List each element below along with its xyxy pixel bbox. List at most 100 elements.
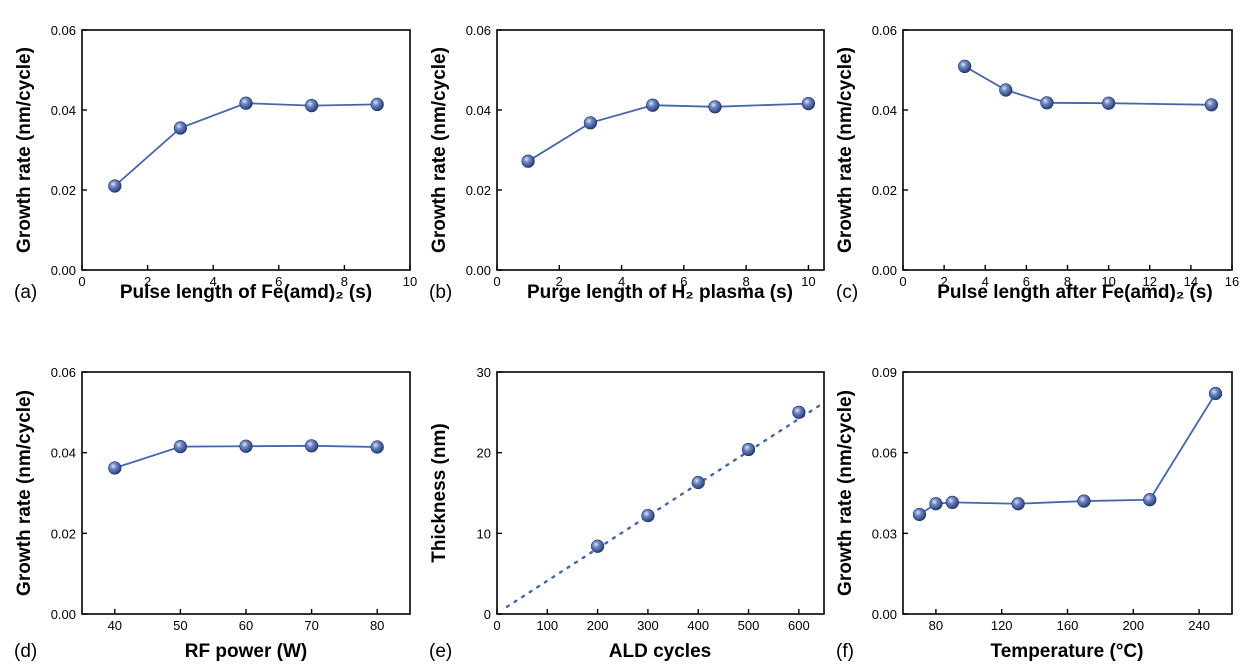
x-tick-label: 16 — [1225, 274, 1239, 289]
y-tick-label: 0.03 — [872, 526, 897, 541]
x-tick-label: 10 — [1101, 274, 1115, 289]
data-point — [945, 495, 959, 510]
x-axis-title: Purge length of H₂ plasma (s) — [527, 282, 793, 303]
data-point — [1040, 96, 1054, 110]
data-point — [1143, 493, 1157, 507]
y-tick-label: 0.06 — [466, 23, 491, 38]
data-point — [646, 98, 660, 112]
y-tick-label: 0.06 — [872, 446, 897, 461]
plot-frame — [902, 29, 1233, 271]
data-point — [173, 440, 187, 454]
data-point — [239, 96, 253, 110]
data-point — [792, 405, 806, 419]
data-point — [801, 96, 816, 111]
y-tick-label: 0.04 — [51, 446, 76, 461]
y-tick-label: 0.04 — [51, 103, 76, 118]
data-point — [305, 439, 319, 453]
y-tick-label: 0.06 — [872, 23, 897, 38]
y-tick-label: 0.06 — [51, 23, 76, 38]
chart-panel: 0 100 200 300 400 500 600 0 10 20 30 ALD cycles Thic… — [429, 365, 826, 662]
x-tick-label: 4 — [618, 274, 625, 289]
x-tick-label: 10 — [801, 274, 815, 289]
plot-frame — [496, 29, 825, 271]
panel-label: (c) — [836, 282, 858, 303]
data-point — [912, 507, 927, 522]
y-tick-label: 10 — [477, 526, 491, 541]
panel-label: (a) — [14, 282, 37, 303]
x-tick-label: 40 — [108, 618, 122, 633]
data-point — [1204, 98, 1219, 112]
data-point — [1208, 386, 1223, 401]
plot-frame — [81, 29, 411, 271]
y-tick-label: 0.04 — [466, 103, 491, 118]
y-axis-title: Growth rate (nm/cycle) — [429, 47, 450, 253]
x-tick-label: 100 — [536, 618, 558, 633]
x-tick-label: 8 — [743, 274, 750, 289]
data-point — [708, 100, 722, 114]
x-tick-label: 8 — [341, 274, 348, 289]
y-axis-title: Growth rate (nm/cycle) — [835, 390, 856, 596]
chart-panel: 40 50 60 70 80 0.00 0.02 0.04 0.06 RF power (W) Gr… — [14, 365, 411, 662]
data-point — [583, 116, 598, 130]
y-tick-label: 0.02 — [51, 526, 76, 541]
panel-label: (e) — [429, 641, 452, 662]
series-line — [114, 102, 378, 187]
y-axis-title: Growth rate (nm/cycle) — [835, 47, 856, 253]
x-tick-label: 4 — [982, 274, 989, 289]
data-point — [958, 59, 972, 74]
y-axis-title: Thickness (nm) — [429, 423, 450, 562]
y-tick-label: 0.06 — [51, 365, 76, 380]
x-tick-label: 120 — [991, 618, 1013, 633]
y-tick-label: 0.00 — [872, 263, 897, 278]
x-tick-label: 240 — [1188, 618, 1210, 633]
x-tick-label: 12 — [1143, 274, 1157, 289]
x-tick-label: 8 — [1064, 274, 1071, 289]
x-tick-label: 14 — [1184, 274, 1198, 289]
x-axis-title: Temperature (°C) — [991, 641, 1144, 662]
data-point — [521, 154, 535, 168]
plot-frame — [81, 371, 411, 615]
x-tick-label: 2 — [144, 274, 151, 289]
x-tick-label: 6 — [1023, 274, 1030, 289]
x-tick-label: 200 — [587, 618, 609, 633]
data-point — [741, 442, 756, 457]
x-axis-title: Pulse length of Fe(amd)₂ (s) — [120, 282, 372, 303]
x-tick-label: 4 — [210, 274, 217, 289]
panel-label: (d) — [14, 641, 37, 662]
x-tick-label: 80 — [370, 618, 384, 633]
x-tick-label: 6 — [275, 274, 282, 289]
y-tick-label: 0.02 — [872, 183, 897, 198]
x-axis-title: RF power (W) — [185, 641, 307, 662]
chart-panel: 0 2 4 6 8 10 12 14 16 0.00 0.02 0.04 0.06 Pulse lengt… — [835, 23, 1239, 303]
data-point — [108, 179, 122, 193]
y-tick-label: 0.00 — [872, 607, 897, 622]
y-tick-label: 0.09 — [872, 365, 897, 380]
data-point — [370, 97, 384, 111]
x-tick-label: 80 — [929, 618, 943, 633]
x-tick-label: 60 — [239, 618, 253, 633]
series-line — [918, 393, 1217, 516]
data-point — [239, 439, 253, 453]
plot-frame — [902, 371, 1233, 615]
y-tick-label: 0.00 — [51, 607, 76, 622]
x-tick-label: 70 — [304, 618, 318, 633]
x-axis-title: ALD cycles — [609, 641, 711, 662]
x-tick-label: 600 — [788, 618, 810, 633]
x-tick-label: 500 — [738, 618, 760, 633]
data-point — [305, 98, 319, 113]
y-tick-label: 0.04 — [872, 103, 897, 118]
y-tick-label: 0 — [484, 607, 491, 622]
y-tick-label: 0.00 — [466, 263, 491, 278]
x-tick-label: 300 — [637, 618, 659, 633]
data-point — [1011, 497, 1025, 511]
data-point — [370, 440, 384, 454]
x-tick-label: 6 — [680, 274, 687, 289]
fit-line — [505, 401, 826, 608]
data-point — [1077, 494, 1091, 508]
data-point — [591, 539, 605, 553]
data-point — [1102, 96, 1116, 110]
data-point — [641, 508, 655, 523]
x-tick-label: 400 — [687, 618, 709, 633]
